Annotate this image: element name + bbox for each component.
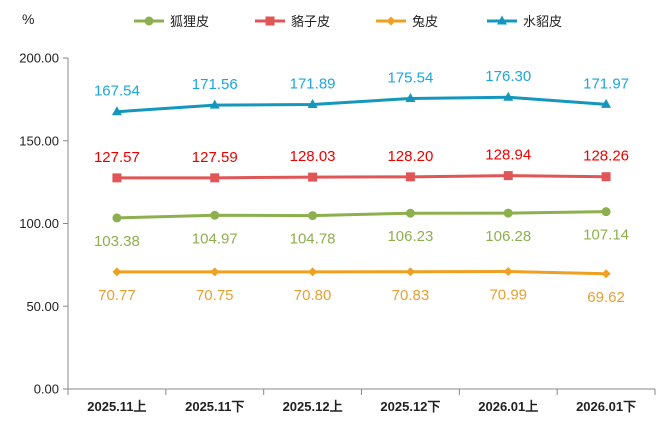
data-point-marker	[112, 213, 122, 223]
data-point-marker	[601, 269, 611, 279]
data-point-marker	[405, 172, 415, 182]
x-category-label: 2026.01下	[576, 399, 636, 414]
legend-marker	[386, 16, 396, 26]
legend-label: 兔皮	[412, 15, 438, 30]
data-label: 167.54	[94, 83, 140, 100]
x-category-label: 2026.01上	[478, 399, 538, 414]
data-label: 127.59	[192, 149, 238, 166]
y-tick-label: 200.00	[19, 51, 59, 66]
data-point-marker	[503, 171, 513, 181]
x-category-label: 2025.12上	[283, 399, 343, 414]
data-point-marker	[112, 267, 122, 277]
data-label: 128.03	[290, 148, 336, 165]
data-point-marker	[601, 98, 612, 108]
data-label: 128.94	[485, 147, 531, 164]
data-label: 127.57	[94, 149, 140, 166]
data-label: 171.89	[290, 76, 336, 93]
y-tick-label: 150.00	[19, 133, 59, 148]
data-label: 107.14	[583, 227, 629, 244]
legend-marker	[265, 16, 275, 26]
data-point-marker	[503, 91, 514, 101]
data-label: 70.80	[294, 287, 332, 304]
y-axis-unit-label: %	[22, 11, 34, 27]
series-line	[115, 210, 608, 220]
series-circle	[112, 207, 611, 223]
data-point-marker	[210, 173, 220, 183]
data-label: 104.78	[290, 231, 336, 248]
data-point-marker	[111, 106, 122, 116]
data-point-marker	[308, 172, 318, 182]
series-layer	[111, 91, 612, 279]
data-point-marker	[210, 267, 220, 277]
data-point-marker	[601, 207, 611, 217]
data-point-marker	[112, 173, 122, 183]
data-label: 171.97	[583, 75, 629, 92]
data-point-marker	[308, 267, 318, 277]
data-point-marker	[503, 267, 513, 277]
legend: 狐狸皮 貉子皮 兔皮 水貂皮	[134, 14, 562, 30]
data-label: 103.38	[94, 233, 140, 250]
y-tick-label: 100.00	[19, 216, 59, 231]
data-label: 70.99	[489, 287, 527, 304]
legend-item: 貉子皮	[255, 14, 330, 30]
legend-item: 狐狸皮	[134, 15, 209, 30]
data-label: 171.56	[192, 76, 238, 93]
data-label: 69.62	[587, 289, 625, 306]
data-label: 70.83	[392, 287, 430, 304]
data-point-marker	[209, 99, 220, 109]
y-tick-label: 0.00	[34, 382, 59, 397]
series-diamond	[112, 267, 611, 279]
data-point-marker	[210, 210, 220, 220]
data-point-marker	[307, 99, 318, 109]
y-tick-label: 50.00	[26, 299, 59, 314]
data-point-marker	[405, 208, 415, 218]
x-category-label: 2025.12下	[380, 399, 440, 414]
legend-label: 水貂皮	[523, 15, 562, 30]
data-label: 104.97	[192, 230, 238, 247]
data-point-marker	[405, 92, 416, 102]
data-labels-layer: 103.38 104.97 104.78 106.23 106.28 107.14 127.…	[94, 68, 629, 306]
x-category-label: 2025.11上	[87, 399, 146, 414]
data-label: 128.26	[583, 148, 629, 165]
data-label: 106.23	[387, 228, 433, 245]
data-label: 176.30	[485, 68, 531, 85]
data-point-marker	[503, 208, 513, 218]
legend-label: 狐狸皮	[170, 15, 209, 30]
x-category-label: 2025.11下	[185, 399, 244, 414]
series-line	[115, 174, 608, 180]
data-point-marker	[601, 172, 611, 182]
series-triangle	[111, 91, 612, 116]
legend-item: 兔皮	[376, 15, 438, 30]
data-label: 70.75	[196, 287, 234, 304]
legend-label: 貉子皮	[291, 14, 330, 30]
axes: 0.00 50.00 100.00 150.00 200.00 2025.11上 2025.…	[19, 51, 656, 414]
series-square	[112, 171, 611, 183]
data-label: 175.54	[387, 69, 433, 86]
legend-item: 水貂皮	[487, 15, 562, 30]
data-label: 128.20	[387, 148, 433, 165]
series-line	[115, 95, 608, 114]
data-point-marker	[405, 267, 415, 277]
data-label: 70.77	[98, 287, 136, 304]
legend-marker	[497, 15, 507, 25]
data-label: 106.28	[485, 228, 531, 245]
series-line	[115, 270, 608, 276]
data-point-marker	[308, 211, 318, 221]
legend-marker	[144, 16, 154, 26]
